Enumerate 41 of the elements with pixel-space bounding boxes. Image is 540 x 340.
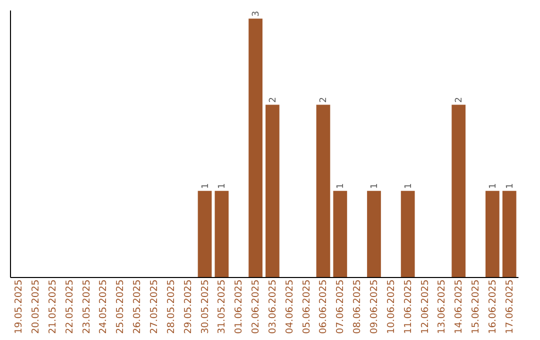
data-label: 1 [505, 183, 516, 189]
x-tick-label: 14.06.2025 [454, 280, 465, 334]
x-tick-label: 15.06.2025 [470, 280, 482, 334]
data-label: 1 [218, 183, 228, 189]
data-label: 2 [454, 97, 465, 103]
x-tick-label: 12.06.2025 [420, 280, 431, 334]
data-label: 1 [370, 183, 380, 189]
data-label: 2 [319, 97, 330, 103]
x-tick-label: 28.05.2025 [166, 280, 177, 334]
x-tick-label: 20.05.2025 [30, 280, 42, 334]
x-tick-label: 07.06.2025 [335, 280, 346, 334]
x-tick-label: 06.06.2025 [318, 280, 330, 334]
x-tick-label: 05.06.2025 [301, 280, 312, 334]
x-tick-label: 24.05.2025 [98, 280, 110, 334]
data-label: 1 [200, 183, 211, 189]
x-tick-label: 29.05.2025 [182, 280, 194, 334]
data-label: 2 [268, 97, 278, 103]
x-tick-label: 04.06.2025 [284, 280, 296, 334]
x-tick-label: 25.05.2025 [115, 280, 126, 334]
x-tick-label: 26.05.2025 [132, 280, 144, 334]
x-tick-label: 10.06.2025 [386, 280, 397, 334]
data-label: 3 [252, 10, 262, 17]
x-tick-label: 30.05.2025 [200, 280, 211, 334]
data-label: 1 [404, 183, 414, 189]
x-tick-label: 23.05.2025 [81, 280, 92, 334]
x-tick-label: 03.06.2025 [267, 280, 278, 334]
x-tick-label: 27.05.2025 [149, 280, 160, 334]
data-label: 1 [336, 183, 346, 189]
x-tick-label: 19.05.2025 [14, 280, 25, 334]
x-tick-label: 17.06.2025 [504, 280, 516, 334]
x-tick-label: 13.06.2025 [436, 280, 448, 334]
x-tick-label: 09.06.2025 [368, 280, 380, 334]
x-tick-label: 08.06.2025 [352, 280, 364, 334]
x-tick-label: 22.05.2025 [64, 280, 76, 334]
x-tick-label: 16.06.2025 [487, 280, 498, 334]
x-tick-label: 02.06.2025 [250, 280, 262, 334]
x-tick-label: 31.05.2025 [216, 280, 228, 334]
data-label: 1 [488, 183, 498, 189]
x-tick-label: 01.06.2025 [234, 280, 245, 334]
x-tick-label: 21.05.2025 [47, 280, 58, 334]
x-tick-label: 11.06.2025 [402, 280, 414, 334]
